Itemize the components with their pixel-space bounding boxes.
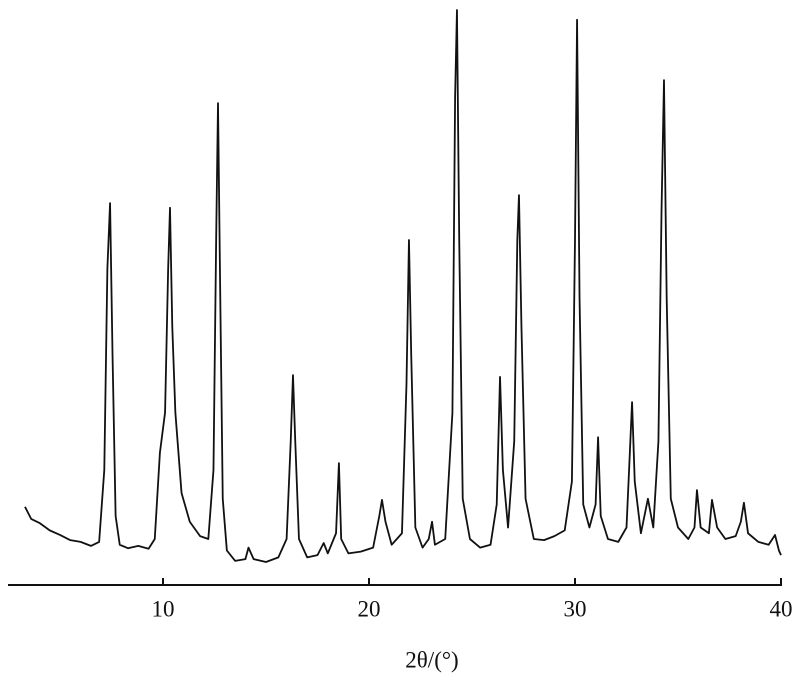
x-tick-label: 40 xyxy=(770,596,793,621)
x-tick-label: 10 xyxy=(152,596,175,621)
x-tick-label: 30 xyxy=(564,596,587,621)
diffraction-line xyxy=(24,9,782,563)
x-axis-title: 2θ/(°) xyxy=(405,647,458,672)
x-tick-label: 20 xyxy=(358,596,381,621)
